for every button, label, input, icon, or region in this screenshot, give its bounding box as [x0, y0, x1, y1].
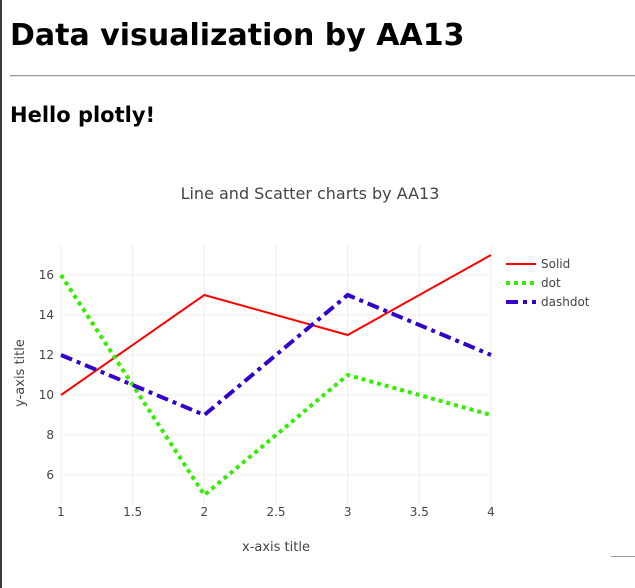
- bottom-divider: [611, 556, 635, 557]
- line-chart: Line and Scatter charts by AA13 1 1.5 2 2.5…: [13, 184, 590, 555]
- series-line-dot: [59, 273, 492, 498]
- y-tick-label: 8: [46, 428, 54, 442]
- x-tick-label: 1.5: [123, 505, 142, 519]
- chart-tick-labels: 1 1.5 2 2.5 3 3.5 4 6 8 10 12 14 16: [39, 268, 495, 519]
- x-tick-label: 1: [57, 505, 65, 519]
- horizontal-divider: [10, 75, 635, 77]
- y-axis-title: y-axis title: [13, 339, 28, 407]
- chart-legend[interactable]: Solid dot dashdot: [506, 257, 590, 309]
- x-tick-label: 2: [201, 505, 209, 519]
- legend-item-dashdot[interactable]: dashdot: [506, 295, 590, 309]
- page-subtitle: Hello plotly!: [10, 103, 156, 127]
- x-tick-label: 3.5: [410, 505, 429, 519]
- series-line-dashdot: [60, 292, 492, 418]
- y-tick-label: 14: [39, 308, 54, 322]
- legend-label: dashdot: [541, 295, 590, 309]
- page-left-border: [0, 0, 2, 588]
- x-tick-label: 4: [487, 505, 495, 519]
- legend-item-solid[interactable]: Solid: [506, 257, 570, 271]
- x-tick-label: 3: [344, 505, 352, 519]
- y-tick-label: 12: [39, 348, 54, 362]
- legend-item-dot[interactable]: dot: [506, 276, 561, 290]
- series-line-solid: [60, 254, 492, 396]
- legend-label: Solid: [541, 257, 570, 271]
- x-tick-label: 2.5: [266, 505, 285, 519]
- y-tick-label: 16: [39, 268, 54, 282]
- y-tick-label: 10: [39, 388, 54, 402]
- x-axis-title: x-axis title: [242, 540, 310, 555]
- y-tick-label: 6: [46, 468, 54, 482]
- chart-title: Line and Scatter charts by AA13: [181, 184, 440, 203]
- chart-gridlines: [60, 245, 492, 505]
- page-title: Data visualization by AA13: [10, 18, 465, 53]
- legend-label: dot: [541, 276, 561, 290]
- chart-series: [59, 254, 492, 498]
